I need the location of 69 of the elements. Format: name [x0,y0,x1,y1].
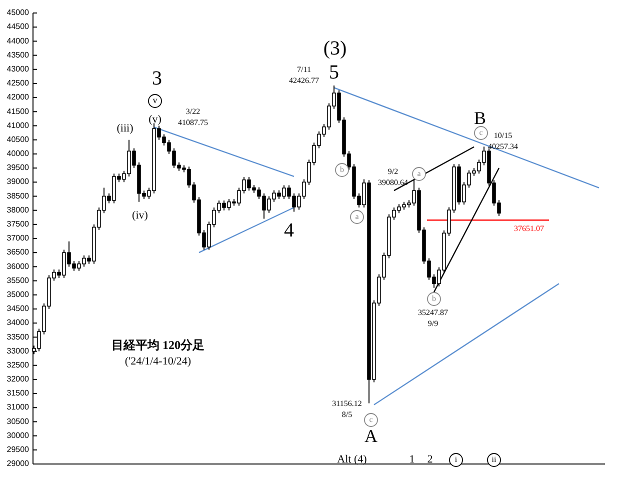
y-tick-label: 40500 [6,134,30,144]
annotation: 8/5 [342,410,352,419]
text: 目経平均 120分足 [112,338,204,352]
annotation: 40257.34 [488,142,518,151]
annotation: 5 [329,62,339,84]
annotation: B [474,108,486,128]
annotation: 1 [409,454,415,466]
y-tick-label: 40000 [6,149,30,158]
y-tick-label: 33500 [6,332,30,342]
annotation: (3) [323,38,347,60]
y-tick-label: 39000 [6,177,30,186]
annotation: 9/9 [428,318,438,328]
ref-line-label: 37651.07 [514,224,544,233]
y-tick-label: 37000 [6,234,30,243]
annotation: i [454,454,458,464]
y-tick-label: 38000 [6,205,30,214]
annotation: 31156.12 [332,398,362,408]
annotation: b [432,294,436,303]
annotation: b [340,164,344,174]
annotation: 41087.75 [178,118,208,127]
y-tick-label: 34000 [6,318,30,328]
y-tick-label: 34500 [6,304,30,314]
annotation: A [364,426,378,446]
annotation: 39080.64 [378,178,408,187]
y-tick-label: 36000 [6,262,30,271]
y-tick-label: 36500 [6,248,30,257]
annotation: 10/15 [494,130,512,140]
annotation: 7/11 [297,64,311,74]
y-tick-label: 32500 [6,360,30,370]
annotation: (iii) [116,122,134,135]
y-tick-label: 35500 [6,276,30,285]
annotation: c [479,128,484,137]
y-tick-label: 39500 [6,163,30,172]
y-tick-label: 30000 [6,430,30,440]
y-tick-label: 29000 [6,459,30,468]
y-tick-label: 44500 [6,22,30,32]
y-tick-label: 41000 [6,120,30,130]
y-tick-label: 31000 [6,402,30,412]
y-tick-label: 44000 [6,36,30,46]
annotation: 3/22 [186,106,200,116]
annotation: 9/2 [388,166,398,176]
y-tick-label: 41500 [6,106,30,116]
annotation: (v) [148,114,162,126]
y-tick-label: 29500 [6,445,30,454]
y-tick-label: 37500 [6,220,30,229]
annotation: a [417,168,422,178]
y-tick-label: 35000 [6,290,30,299]
annotation: 4 [284,220,294,242]
annotation: 3 [152,68,162,90]
y-tick-label: 42000 [6,92,30,102]
y-tick-label: 33000 [6,346,30,356]
annotation: v [152,95,158,106]
y-tick-label: 42500 [6,78,30,88]
y-tick-label: 32000 [6,374,30,384]
annotation: a [355,212,360,221]
annotation: ii [492,454,497,464]
text: ('24/1/4-10/24) [124,356,192,368]
annotation: (iv) [132,210,148,222]
annotation: 2 [427,454,433,466]
annotation: 35247.87 [418,308,448,317]
annotation: Alt (4) [337,454,368,466]
y-tick-label: 30500 [6,416,30,426]
annotation: c [369,414,374,424]
y-tick-label: 43500 [6,50,30,60]
y-tick-label: 45000 [6,8,30,18]
y-tick-label: 43000 [6,64,30,74]
y-tick-label: 38500 [6,191,30,200]
y-tick-label: 31500 [6,388,30,398]
annotation: 42426.77 [289,76,319,85]
